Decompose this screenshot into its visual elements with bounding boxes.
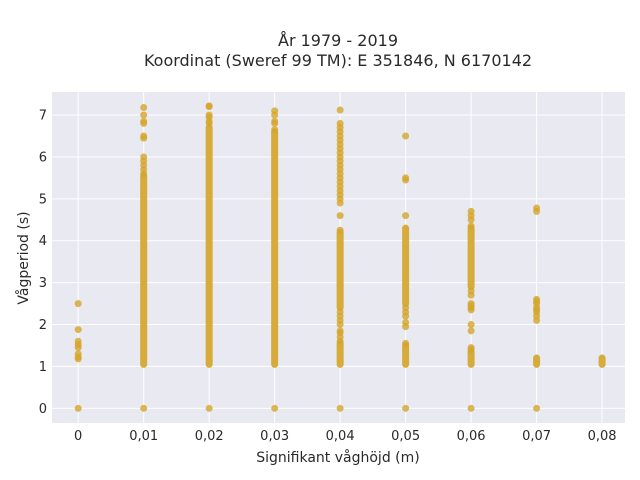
scatter-point: [74, 404, 82, 412]
scatter-point: [467, 327, 475, 335]
scatter-point: [140, 132, 148, 140]
marker-run: [402, 224, 410, 308]
marker-run: [467, 348, 475, 368]
y-tick-label: 5: [39, 192, 47, 207]
scatter-point: [336, 308, 344, 316]
x-axis-label: Signifikant våghöjd (m): [256, 449, 419, 466]
y-tick-label: 4: [39, 234, 47, 249]
scatter-point: [467, 207, 475, 215]
scatter-point: [467, 287, 475, 295]
scatter-point: [140, 117, 148, 125]
marker-run: [271, 128, 279, 368]
scatter-point: [336, 212, 344, 220]
scatter-point: [402, 304, 410, 312]
scatter-point: [205, 111, 213, 119]
scatter-point: [533, 295, 541, 303]
scatter-point: [140, 104, 148, 112]
scatter-point: [140, 404, 148, 412]
x-tick-label: 0,07: [522, 429, 551, 444]
marker-run: [598, 354, 606, 368]
scatter-point: [205, 404, 213, 412]
data-markers: [74, 102, 606, 412]
scatter-point: [74, 326, 82, 334]
chart-title-line1: År 1979 - 2019: [278, 31, 398, 50]
y-tick-label: 2: [39, 318, 47, 333]
x-tick-label: 0,06: [457, 429, 486, 444]
scatter-point: [336, 106, 344, 114]
scatter-point: [140, 153, 148, 161]
scatter-point: [74, 300, 82, 308]
scatter-point: [402, 132, 410, 140]
chart-title-line2: Koordinat (Sweref 99 TM): E 351846, N 61…: [144, 51, 532, 70]
scatter-point: [402, 318, 410, 326]
marker-run: [336, 339, 344, 368]
x-axis-ticks: 0 0,01 0,02 0,03 0,04 0,05 0,06 0,07 0,08: [74, 429, 617, 444]
marker-run: [336, 228, 344, 312]
scatter-point: [74, 350, 82, 358]
scatter-point: [402, 339, 410, 347]
x-tick-label: 0,02: [195, 429, 224, 444]
y-axis-label: Vågperiod (s): [15, 211, 32, 304]
scatter-point: [140, 111, 148, 119]
y-tick-label: 6: [39, 150, 47, 165]
marker-run: [205, 124, 213, 368]
scatter-point: [74, 337, 82, 345]
scatter-point: [336, 226, 344, 234]
marker-run: [402, 341, 410, 368]
scatter-point: [336, 327, 344, 335]
x-tick-label: 0,05: [391, 429, 420, 444]
x-tick-label: 0,01: [129, 429, 158, 444]
x-tick-label: 0,08: [588, 429, 617, 444]
marker-run: [467, 224, 475, 291]
scatter-point: [271, 117, 279, 125]
x-tick-label: 0,04: [326, 429, 355, 444]
scatter-point: [467, 321, 475, 329]
scatter-point: [271, 126, 279, 134]
marker-run: [140, 172, 148, 368]
scatter-point: [271, 404, 279, 412]
x-tick-label: 0,03: [260, 429, 289, 444]
scatter-point: [533, 404, 541, 412]
x-tick-label: 0: [74, 429, 82, 444]
y-axis-ticks: 0 1 2 3 4 5 6 7: [39, 109, 47, 417]
scatter-point: [467, 300, 475, 308]
marker-run: [533, 354, 541, 368]
scatter-point: [402, 404, 410, 412]
scatter-point: [336, 119, 344, 127]
scatter-point: [467, 404, 475, 412]
scatter-point: [467, 344, 475, 352]
y-tick-label: 3: [39, 276, 47, 291]
scatter-point: [467, 222, 475, 230]
scatter-point: [402, 212, 410, 220]
y-tick-label: 7: [39, 109, 47, 124]
scatter-point: [402, 174, 410, 182]
y-tick-label: 0: [39, 402, 47, 417]
y-tick-label: 1: [39, 360, 47, 375]
scatter-point: [336, 404, 344, 412]
scatter-point: [271, 107, 279, 115]
scatter-point: [205, 102, 213, 110]
scatter-point: [533, 204, 541, 212]
